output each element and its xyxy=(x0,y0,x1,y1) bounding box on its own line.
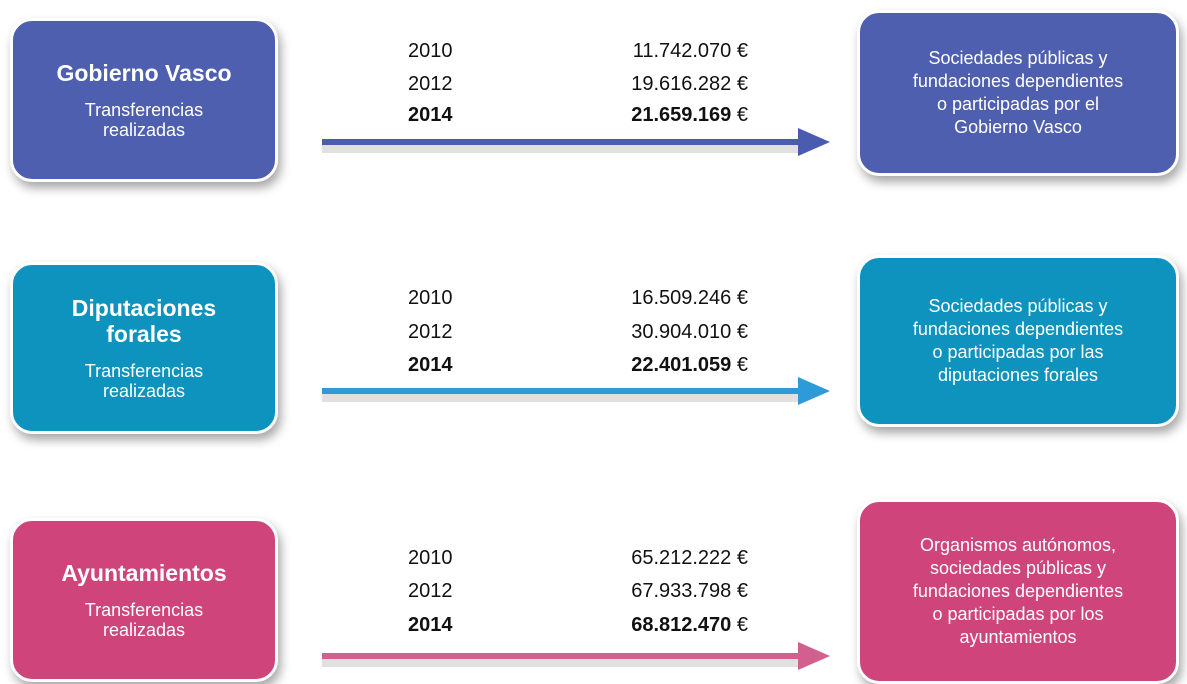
target-line: o participadas por los xyxy=(932,604,1104,624)
title-line: forales xyxy=(106,321,182,347)
currency: € xyxy=(736,580,748,602)
source-title: Diputaciones forales xyxy=(72,295,216,347)
year: 2012 xyxy=(408,73,453,95)
target-line: diputaciones forales xyxy=(937,365,1099,385)
target-line: o participadas por las xyxy=(932,342,1104,362)
currency: € xyxy=(736,547,748,569)
title-line: Diputaciones xyxy=(71,295,217,321)
target-line: fundaciones dependientes xyxy=(912,319,1124,339)
source-box: Gobierno Vasco Transferencias realizadas xyxy=(10,18,278,182)
year: 2012 xyxy=(408,321,453,343)
arrow-shadow xyxy=(322,394,802,402)
currency: € xyxy=(736,40,748,62)
target-line: ayuntamientos xyxy=(959,627,1077,647)
year: 2014 xyxy=(408,614,453,636)
arrow-line xyxy=(322,653,802,659)
arrow-head xyxy=(798,642,830,670)
amount-value: 68.812.470 xyxy=(631,614,732,636)
amount-value: 65.212.222 xyxy=(631,547,732,569)
amount-value: 11.742.070 xyxy=(632,40,732,62)
amount: 19.616.282 € xyxy=(548,73,748,96)
amount-value: 67.933.798 xyxy=(631,580,732,602)
target-text: Organismos autónomos, sociedades públicas… xyxy=(913,534,1123,649)
source-box: Diputaciones forales Transferencias realiza… xyxy=(10,262,278,434)
amount-value: 30.904.010 xyxy=(631,321,732,343)
target-line: fundaciones dependientes xyxy=(912,581,1124,601)
year: 2010 xyxy=(408,40,453,62)
currency: € xyxy=(736,104,748,126)
amount: 30.904.010 € xyxy=(548,321,748,344)
subtitle-line: Transferencias xyxy=(84,100,204,120)
target-line: sociedades públicas y xyxy=(929,558,1107,578)
subtitle-line: Transferencias xyxy=(84,600,204,620)
title-line: Gobierno Vasco xyxy=(56,60,232,86)
amount: 67.933.798 € xyxy=(548,580,748,603)
source-title: Ayuntamientos xyxy=(61,560,226,586)
subtitle-line: Transferencias xyxy=(84,361,204,381)
source-subtitle: Transferencias realizadas xyxy=(85,100,203,140)
source-box: Ayuntamientos Transferencias realizadas xyxy=(10,518,278,682)
subtitle-line: realizadas xyxy=(102,381,186,401)
target-line: Gobierno Vasco xyxy=(954,117,1082,137)
arrow-shadow xyxy=(322,145,802,153)
arrow-shadow xyxy=(322,659,802,667)
amount-value: 21.659.169 xyxy=(631,104,732,126)
target-line: o participadas por el xyxy=(936,94,1100,114)
year: 2014 xyxy=(408,354,453,376)
amount: 65.212.222 € xyxy=(548,547,748,570)
currency: € xyxy=(736,73,748,95)
arrow-head xyxy=(798,377,830,405)
amount: 11.742.070 € xyxy=(548,40,748,63)
amount: 16.509.246 € xyxy=(548,287,748,310)
currency: € xyxy=(736,614,748,636)
target-line: Sociedades públicas y xyxy=(928,48,1108,68)
source-subtitle: Transferencias realizadas xyxy=(85,600,203,640)
amount: 22.401.059 € xyxy=(548,354,748,377)
title-line: Ayuntamientos xyxy=(61,560,227,586)
target-line: Sociedades públicas y xyxy=(928,296,1108,316)
arrow-head xyxy=(798,128,830,156)
currency: € xyxy=(736,321,748,343)
year: 2010 xyxy=(408,287,453,309)
amount-value: 22.401.059 xyxy=(631,354,732,376)
amount: 21.659.169 € xyxy=(548,104,748,127)
arrow-line xyxy=(322,139,802,145)
amount: 68.812.470 € xyxy=(548,614,748,637)
target-box: Sociedades públicas y fundaciones dependi… xyxy=(857,10,1179,176)
subtitle-line: realizadas xyxy=(102,120,186,140)
target-line: fundaciones dependientes xyxy=(912,71,1124,91)
currency: € xyxy=(736,354,748,376)
currency: € xyxy=(736,287,748,309)
target-box: Organismos autónomos, sociedades públicas… xyxy=(857,499,1179,684)
year: 2012 xyxy=(408,580,453,602)
year: 2010 xyxy=(408,547,453,569)
amount-value: 16.509.246 xyxy=(631,287,732,309)
subtitle-line: realizadas xyxy=(102,620,186,640)
target-line: Organismos autónomos, xyxy=(919,535,1117,555)
target-text: Sociedades públicas y fundaciones dependi… xyxy=(913,295,1123,387)
arrow-line xyxy=(322,388,802,394)
amount-value: 19.616.282 xyxy=(631,73,732,95)
source-subtitle: Transferencias realizadas xyxy=(85,361,203,401)
source-title: Gobierno Vasco xyxy=(56,60,231,86)
target-text: Sociedades públicas y fundaciones dependi… xyxy=(913,47,1123,139)
target-box: Sociedades públicas y fundaciones dependi… xyxy=(857,255,1179,427)
year: 2014 xyxy=(408,104,453,126)
